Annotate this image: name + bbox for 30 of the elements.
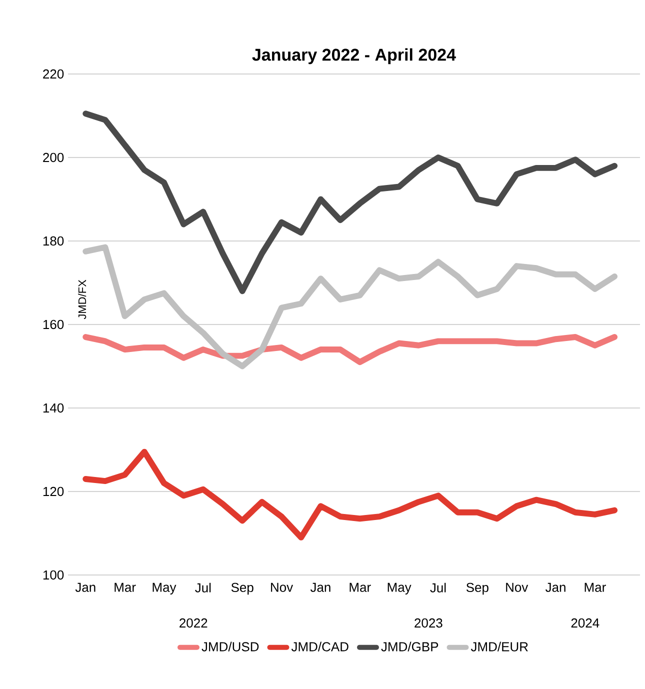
x-tick-label: Nov xyxy=(506,582,528,592)
legend-label: JMD/CAD xyxy=(291,642,348,652)
x-tick-label: Jan xyxy=(310,582,330,592)
y-tick-label: 220 xyxy=(43,69,64,79)
x-tick-label: Jul xyxy=(430,582,446,592)
x-tick-label: Jul xyxy=(195,582,211,592)
x-tick-label: May xyxy=(152,582,176,595)
legend-label: JMD/EUR xyxy=(470,642,528,652)
x-tick-label: May xyxy=(388,582,412,595)
y-tick-label: 100 xyxy=(43,570,64,580)
x-tick-label: Jan xyxy=(75,582,96,592)
text: 2023 xyxy=(414,618,442,628)
legend-label: JMD/GBP xyxy=(381,642,438,652)
chart-title: January 2022 - April 2024 xyxy=(252,48,456,64)
y-tick-label: 160 xyxy=(43,320,64,330)
x-tick-label: Nov xyxy=(271,582,294,592)
text: 2022 xyxy=(180,618,208,628)
x-tick-label: Jan xyxy=(545,582,566,592)
text: 2024 xyxy=(571,618,600,628)
y-tick-label: 140 xyxy=(43,403,64,413)
x-tick-label: Mar xyxy=(114,582,136,592)
y-axis-title: JMD/FX xyxy=(78,280,86,320)
y-tick-label: 120 xyxy=(43,486,64,496)
x-tick-label: Mar xyxy=(584,582,606,592)
x-tick-label: Sep xyxy=(466,582,488,595)
x-tick-label: Sep xyxy=(231,582,254,595)
legend-label: JMD/USD xyxy=(202,642,259,652)
y-tick-label: 180 xyxy=(43,236,64,246)
y-tick-label: 200 xyxy=(43,152,64,162)
x-tick-label: Mar xyxy=(350,582,371,592)
